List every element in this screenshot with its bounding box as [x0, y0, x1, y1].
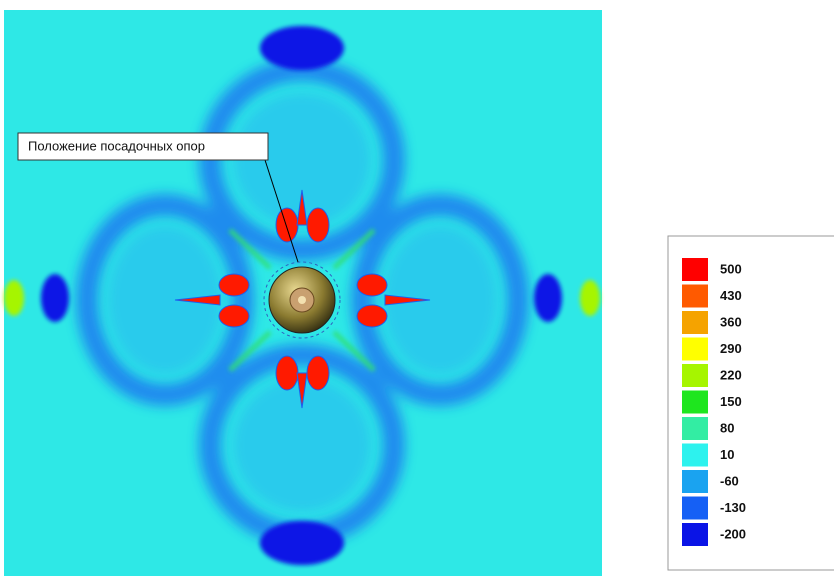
- legend-swatch: [682, 523, 708, 546]
- legend-label: 220: [720, 367, 742, 382]
- legend-swatch: [682, 285, 708, 308]
- legend-label: -60: [720, 473, 739, 488]
- canvas: Положение посадочных опор 500 430 360 290 22…: [0, 0, 834, 576]
- legend-label: 150: [720, 394, 742, 409]
- legend-swatch: [682, 258, 708, 281]
- legend: 500 430 360 290 220 150 80 10 -60 -130 -200: [668, 236, 834, 570]
- legend-label: 290: [720, 341, 742, 356]
- legend-swatch: [682, 444, 708, 467]
- legend-label: 10: [720, 447, 734, 462]
- annotation-text: Положение посадочных опор: [28, 138, 205, 153]
- legend-label: 500: [720, 261, 742, 276]
- legend-swatch: [682, 470, 708, 493]
- legend-label: 360: [720, 314, 742, 329]
- legend-label: -130: [720, 500, 746, 515]
- legend-label: -200: [720, 526, 746, 541]
- legend-label: 80: [720, 420, 734, 435]
- legend-swatch: [682, 391, 708, 414]
- legend-swatch: [682, 311, 708, 334]
- stress-field: [4, 10, 602, 576]
- legend-swatch: [682, 364, 708, 387]
- legend-swatch: [682, 417, 708, 440]
- legend-label: 430: [720, 288, 742, 303]
- legend-swatch: [682, 497, 708, 520]
- page: Положение посадочных опор 500 430 360 290 22…: [0, 0, 834, 576]
- legend-swatch: [682, 338, 708, 361]
